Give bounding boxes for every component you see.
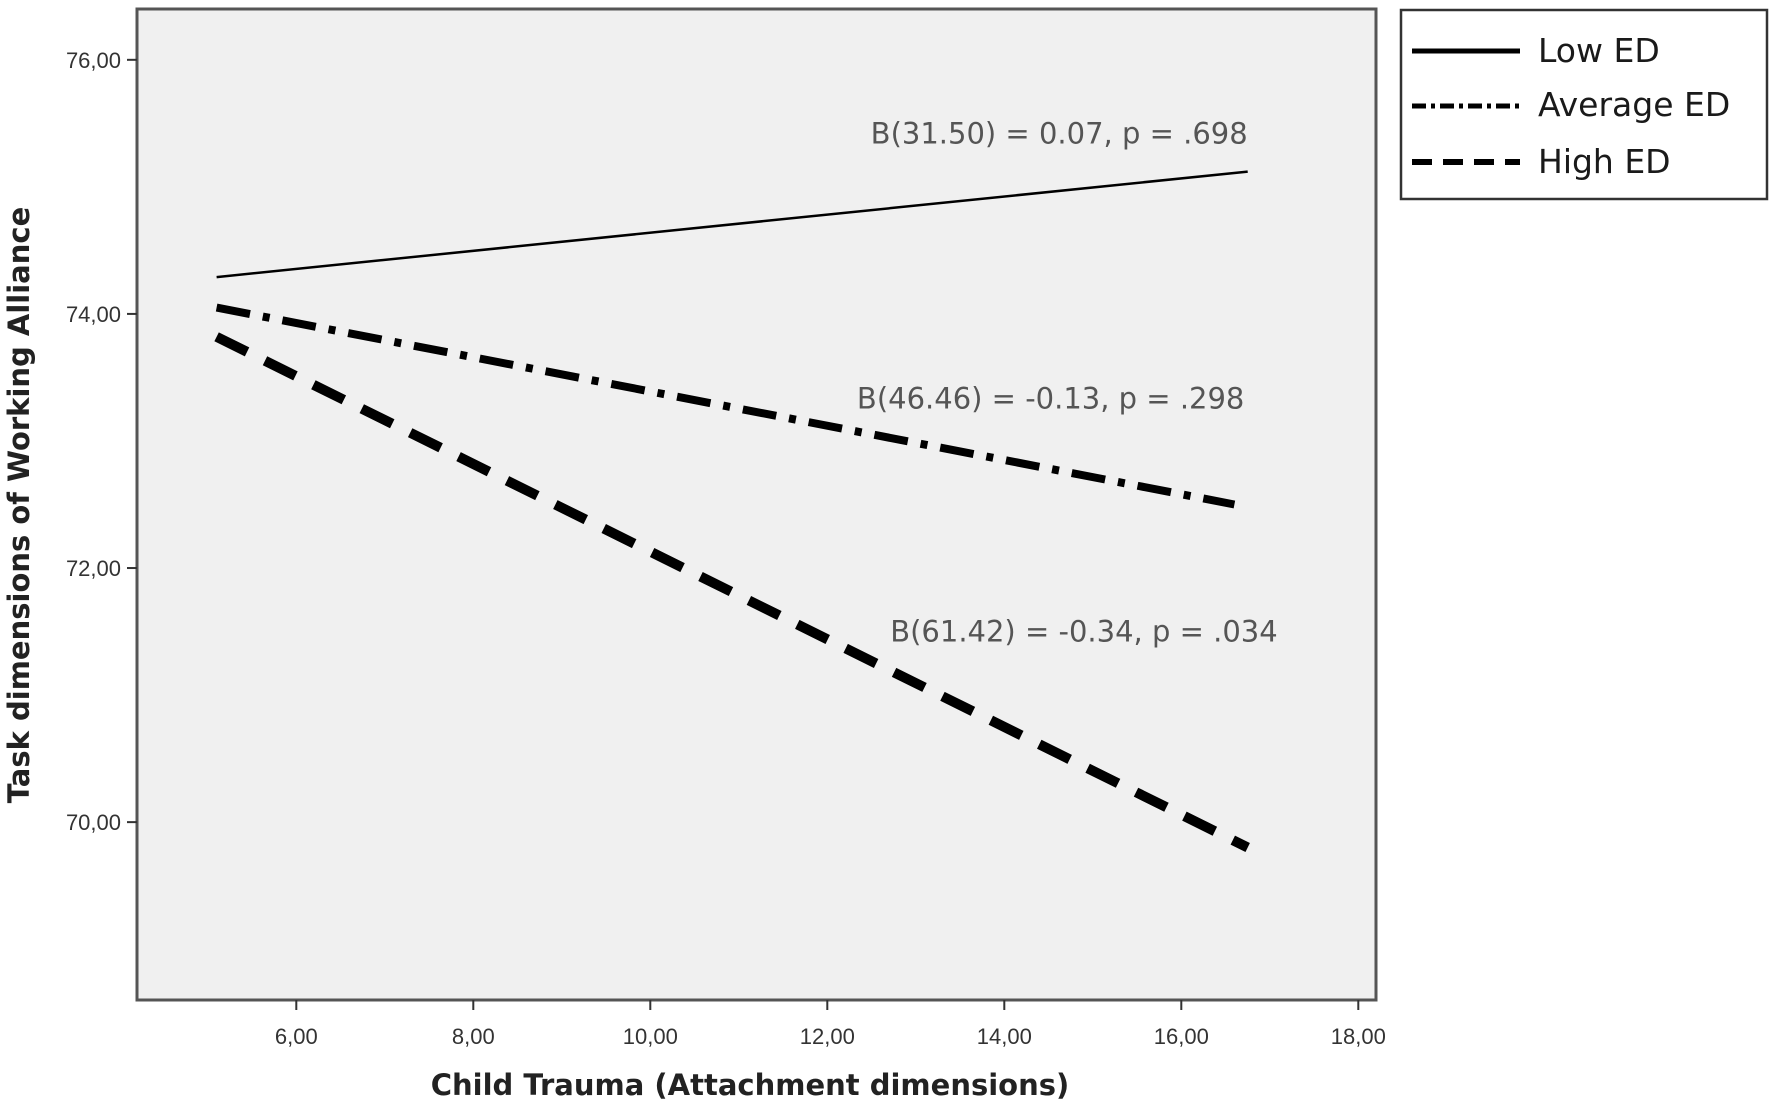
y-axis-ticks: 70,00 72,00 74,00 76,00: [66, 48, 137, 835]
annotations: B(31.50) = 0.07, p = .698 B(46.46) = -0.1…: [857, 117, 1278, 649]
y-tick-label: 74,00: [66, 302, 121, 327]
legend: Low ED Average ED High ED: [1399, 8, 1769, 201]
x-tick-label: 8,00: [452, 1024, 495, 1049]
x-tick-label: 6,00: [275, 1024, 318, 1049]
series-line-low-ed: [216, 170, 1248, 279]
series-line-high-ed: [214, 332, 1250, 852]
x-tick-label: 16,00: [1154, 1024, 1209, 1049]
x-tick-label: 10,00: [623, 1024, 678, 1049]
legend-label-average-ed: Average ED: [1538, 85, 1730, 124]
annotation-low-ed: B(31.50) = 0.07, p = .698: [871, 117, 1248, 151]
y-tick-label: 76,00: [66, 48, 121, 73]
x-tick-label: 12,00: [800, 1024, 855, 1049]
legend-label-high-ed: High ED: [1538, 142, 1671, 181]
y-axis-title: Task dimensions of Working Alliance: [2, 207, 36, 804]
y-tick-label: 72,00: [66, 556, 121, 581]
series-lines: [214, 170, 1250, 852]
x-tick-label: 18,00: [1331, 1024, 1386, 1049]
x-axis-ticks: 6,00 8,00 10,00 12,00 14,00 16,00 18,00: [275, 1000, 1386, 1049]
plot-area: [135, 7, 1378, 1002]
y-tick-label: 70,00: [66, 810, 121, 835]
annotation-high-ed: B(61.42) = -0.34, p = .034: [890, 615, 1277, 649]
legend-label-low-ed: Low ED: [1538, 31, 1660, 70]
x-axis-title: Child Trauma (Attachment dimensions): [431, 1068, 1070, 1102]
x-tick-label: 14,00: [977, 1024, 1032, 1049]
annotation-average-ed: B(46.46) = -0.13, p = .298: [857, 382, 1244, 416]
series-line-average-ed: [215, 303, 1236, 509]
